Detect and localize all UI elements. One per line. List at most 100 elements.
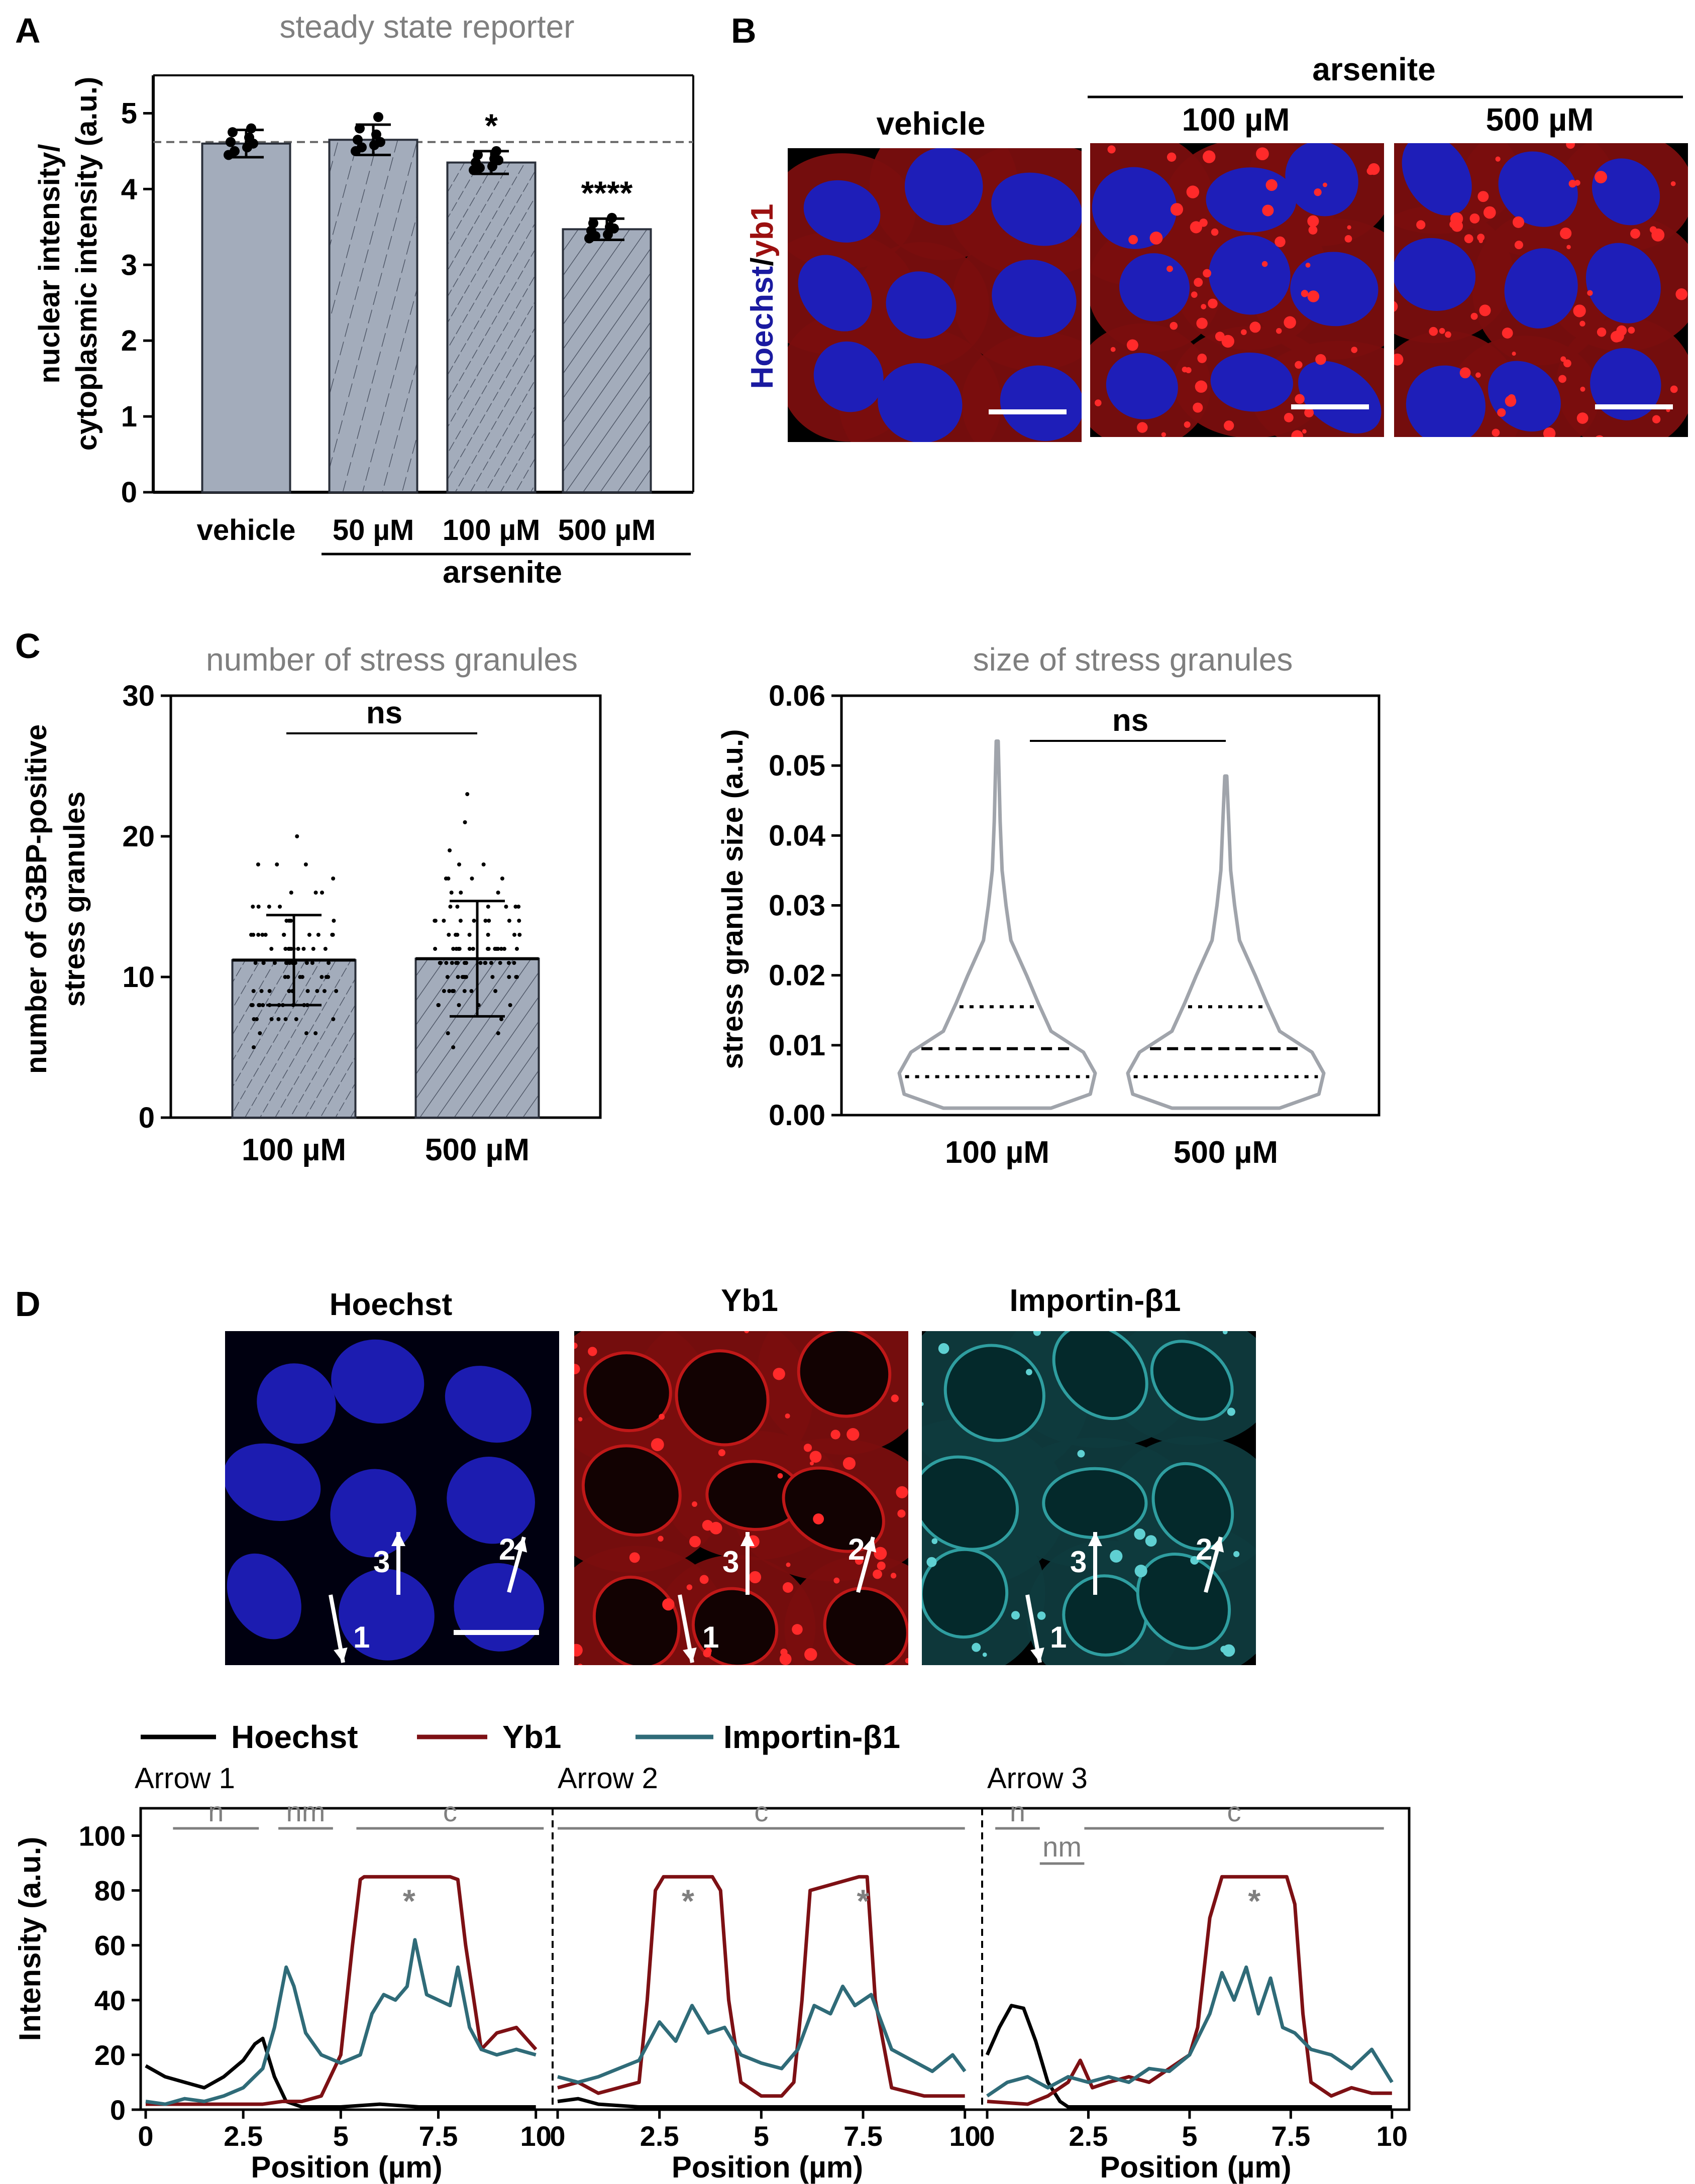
- panel-d-image-yb1-granule: [574, 1342, 578, 1349]
- panel-c-datapoint: [457, 1003, 461, 1007]
- panel-b-image-500-granule: [1596, 435, 1604, 437]
- panel-c-datapoint: [444, 961, 449, 965]
- panel-c-datapoint: [272, 961, 277, 965]
- panel-a-datapoint: [473, 150, 483, 160]
- panel-d-image-hoechst-nucleus: [339, 1569, 435, 1661]
- panel-d-image-yb1-granule: [709, 1521, 722, 1535]
- panel-c-ylabel-left-2: stress granules: [58, 792, 91, 1007]
- panel-a-datapoint: [590, 231, 600, 241]
- panel-a-datapoint: [371, 129, 381, 140]
- panel-c-datapoint: [283, 975, 287, 979]
- panel-c-datapoint: [304, 961, 309, 965]
- panel-b-image-vehicle-nucleus: [813, 341, 884, 412]
- arrow-head: [1088, 1532, 1102, 1546]
- panel-c-datapoint: [507, 919, 511, 923]
- panel-b-image-100-granule: [1261, 261, 1268, 267]
- panel-a-category-label: 500 µM: [558, 514, 656, 547]
- panel-c-datapoint: [258, 1031, 262, 1035]
- panel-b-image-vehicle-nucleus: [886, 271, 957, 339]
- panel-c-datapoint: [481, 862, 486, 866]
- panel-d-image-yb1-granule: [896, 1486, 908, 1498]
- panel-a-bar: [562, 228, 652, 493]
- panel-d-image-yb1-granule: [803, 1444, 812, 1452]
- panel-b-image-500-granule: [1464, 234, 1473, 244]
- panel-b-image-100-granule: [1110, 347, 1116, 352]
- panel-a-ytick-label: 2: [121, 324, 137, 357]
- arrow-label: 1: [353, 1620, 370, 1654]
- panel-b-image-100-granule: [1322, 182, 1327, 187]
- panel-c-datapoint: [496, 947, 500, 951]
- panel-b-image-500: [1394, 143, 1688, 437]
- panel-d-image-importin-granule: [1222, 1331, 1228, 1335]
- panel-b-image-500-nucleus: [1585, 243, 1661, 323]
- panel-d-image-yb1-granule: [692, 1501, 697, 1507]
- panel-d-series-hoechst: [145, 2036, 536, 2109]
- panel-c-datapoint: [496, 1031, 500, 1035]
- panel-b-image-100-granule: [1366, 167, 1375, 175]
- panel-d-image-yb1-nucleus: [691, 1587, 779, 1665]
- panel-b-letter: B: [731, 11, 757, 50]
- panel-d-ytick-label: 0: [110, 2094, 126, 2126]
- panel-c-datapoint: [307, 933, 311, 937]
- panel-c-datapoint: [334, 989, 339, 993]
- panel-d-xtick-label: 0: [979, 2120, 995, 2152]
- panel-d-region-label: nm: [1042, 1831, 1082, 1863]
- panel-b-image-100-granule: [1195, 380, 1208, 393]
- panel-b-image-100-granule: [1211, 228, 1219, 236]
- panel-c-datapoint: [315, 989, 320, 993]
- panel-b-image-100-granule: [1196, 317, 1208, 329]
- panel-d-image-yb1-granule: [912, 1395, 919, 1402]
- panel-d-image-importin-granule: [1011, 1611, 1020, 1620]
- panel-d-image-hoechst-nucleus: [331, 1339, 425, 1424]
- panel-d-image-yb1-granule: [842, 1457, 856, 1470]
- panel-c-datapoint: [517, 933, 522, 937]
- panel-c-datapoint: [249, 933, 254, 937]
- panel-a-bar: [446, 161, 537, 493]
- panel-d-image-importin-granule: [1033, 1331, 1041, 1336]
- panel-c-violin-plot: 0.00 0.01 0.02 0.03 0.04 0.05 0.06 100 µM 500 µM…: [769, 680, 1381, 1170]
- panel-d-image-yb1-granule: [574, 1644, 583, 1657]
- panel-d-series-yb1: [557, 1875, 965, 2098]
- panel-d-series-importin-1: [145, 1938, 537, 2106]
- panel-b-image-100-granule: [1224, 420, 1234, 431]
- arrow-label: 3: [373, 1545, 390, 1579]
- panel-c-datapoint: [251, 989, 256, 993]
- panel-c-datapoint: [313, 891, 318, 895]
- panel-d-image-yb1-granule: [662, 1598, 675, 1611]
- panel-b-image-100-granule: [1167, 265, 1173, 272]
- panel-d-images: 1 2 3 1 2 3 1 2 3: [225, 1331, 1256, 1665]
- panel-b-image-100-granule: [1107, 145, 1116, 154]
- panel-d-image-yb1-granule: [588, 1347, 597, 1356]
- panel-a-significance: *: [485, 107, 498, 144]
- panel-d-image-yb1-granule: [890, 1573, 897, 1579]
- panel-d-image-importin-granule: [1190, 1556, 1199, 1565]
- panel-b-image-500-nucleus: [1504, 248, 1578, 329]
- panel-b-col-500: 500 µM: [1486, 101, 1594, 138]
- panel-d-image-yb1-granule: [891, 1394, 899, 1402]
- panel-c-right-ytick-label: 0.03: [769, 890, 825, 922]
- panel-b-image-100-nucleus: [1298, 361, 1382, 434]
- panel-d-image-importin-nucleus: [1150, 1340, 1234, 1421]
- panel-c-datapoint: [316, 933, 321, 937]
- panel-d-image-importin-granule: [982, 1652, 987, 1657]
- arrow-head: [1030, 1647, 1044, 1663]
- panel-b-ylabel: Hoechst/yb1: [745, 204, 780, 389]
- panel-a-category-label: 100 µM: [443, 514, 541, 547]
- panel-c-datapoint: [490, 975, 495, 979]
- panel-c-datapoint: [512, 933, 516, 937]
- panel-d-frame: [139, 1807, 1411, 2111]
- panel-b-image-500-granule: [1445, 331, 1451, 338]
- panel-d-image-importin-nucleus: [1136, 1552, 1231, 1650]
- panel-a-ytick-label: 3: [121, 249, 137, 281]
- panel-b-image-100-granule: [1170, 321, 1178, 330]
- panel-b-image-500-granule: [1576, 412, 1588, 424]
- panel-c-datapoint: [451, 947, 456, 951]
- panel-d-image-importin-nucleus: [1052, 1331, 1148, 1421]
- panel-d-xlabel: Position (µm): [251, 2150, 442, 2184]
- panel-c-datapoint: [500, 877, 504, 881]
- panel-b-image-500-granule: [1597, 327, 1607, 337]
- panel-d-image-yb1-granule: [574, 1364, 580, 1374]
- panel-d-xtick-label: 7.5: [419, 2120, 458, 2152]
- panel-c-left-ytick-label: 0: [139, 1102, 155, 1134]
